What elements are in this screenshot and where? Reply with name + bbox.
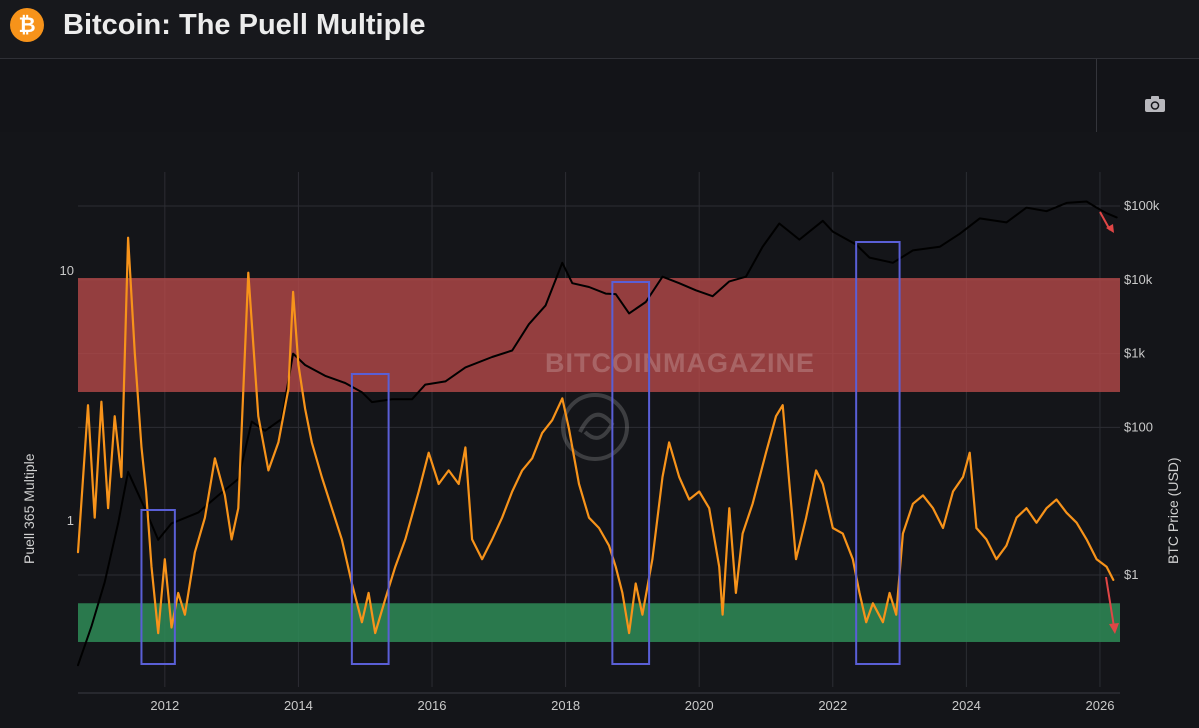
price-down-arrowhead: [1106, 224, 1114, 233]
y-right-tick-label: $10k: [1124, 272, 1153, 287]
x-tick-label: 2020: [685, 698, 714, 713]
puell-multiple-line: [76, 236, 1115, 635]
puell-multiple-chart: BITCOINMAGAZINE 2012 2014 2016 2018 2020 2022…: [21, 172, 1181, 713]
puell-multiple-series: [76, 236, 1115, 635]
y-right-tick-label: $1k: [1124, 346, 1145, 361]
x-axis-ticks: 2012 2014 2016 2018 2020 2022 2024 2026: [150, 698, 1114, 713]
bitcoin-icon: ₿: [10, 8, 44, 42]
chart-area: BITCOINMAGAZINE 2012 2014 2016 2018 2020 2022…: [0, 132, 1199, 728]
y-left-tick-label: 10: [60, 263, 74, 278]
x-tick-label: 2018: [551, 698, 580, 713]
x-tick-label: 2016: [418, 698, 447, 713]
highlight-box: [140, 509, 176, 665]
highlight-box: [855, 241, 901, 665]
y-right-tick-label: $100: [1124, 419, 1153, 434]
left-axis-ticks: 10 1: [60, 263, 74, 528]
puell-down-arrowhead: [1109, 623, 1119, 634]
chart-toolbar: [0, 58, 1199, 133]
x-tick-label: 2014: [284, 698, 313, 713]
puell-down-arrow: [1105, 576, 1115, 628]
toolbar-divider: [1096, 59, 1097, 132]
y-axis-right-title: BTC Price (USD): [1165, 457, 1181, 564]
trend-arrows: [1099, 211, 1119, 634]
y-left-tick-label: 1: [67, 513, 74, 528]
undervalued-band: [78, 603, 1120, 642]
chart-header: ₿ Bitcoin: The Puell Multiple: [0, 0, 1199, 55]
valuation-bands: [78, 278, 1120, 642]
y-right-tick-label: $100k: [1124, 198, 1160, 213]
y-right-tick-label: $1: [1124, 567, 1138, 582]
right-axis-ticks: $100k $10k $1k $100 $1: [1124, 198, 1160, 582]
camera-icon[interactable]: [1144, 95, 1166, 113]
page-title: Bitcoin: The Puell Multiple: [63, 9, 426, 41]
x-tick-label: 2024: [952, 698, 981, 713]
highlight-box: [611, 281, 651, 665]
x-tick-label: 2026: [1086, 698, 1115, 713]
x-tick-label: 2022: [818, 698, 847, 713]
watermark: BITCOINMAGAZINE: [545, 348, 815, 378]
btc-price-series: [77, 200, 1118, 667]
highlight-box: [350, 373, 390, 665]
y-axis-left-title: Puell 365 Multiple: [21, 453, 37, 564]
btc-price-line: [77, 200, 1118, 667]
x-tick-label: 2012: [150, 698, 179, 713]
highlight-boxes: [140, 241, 901, 665]
